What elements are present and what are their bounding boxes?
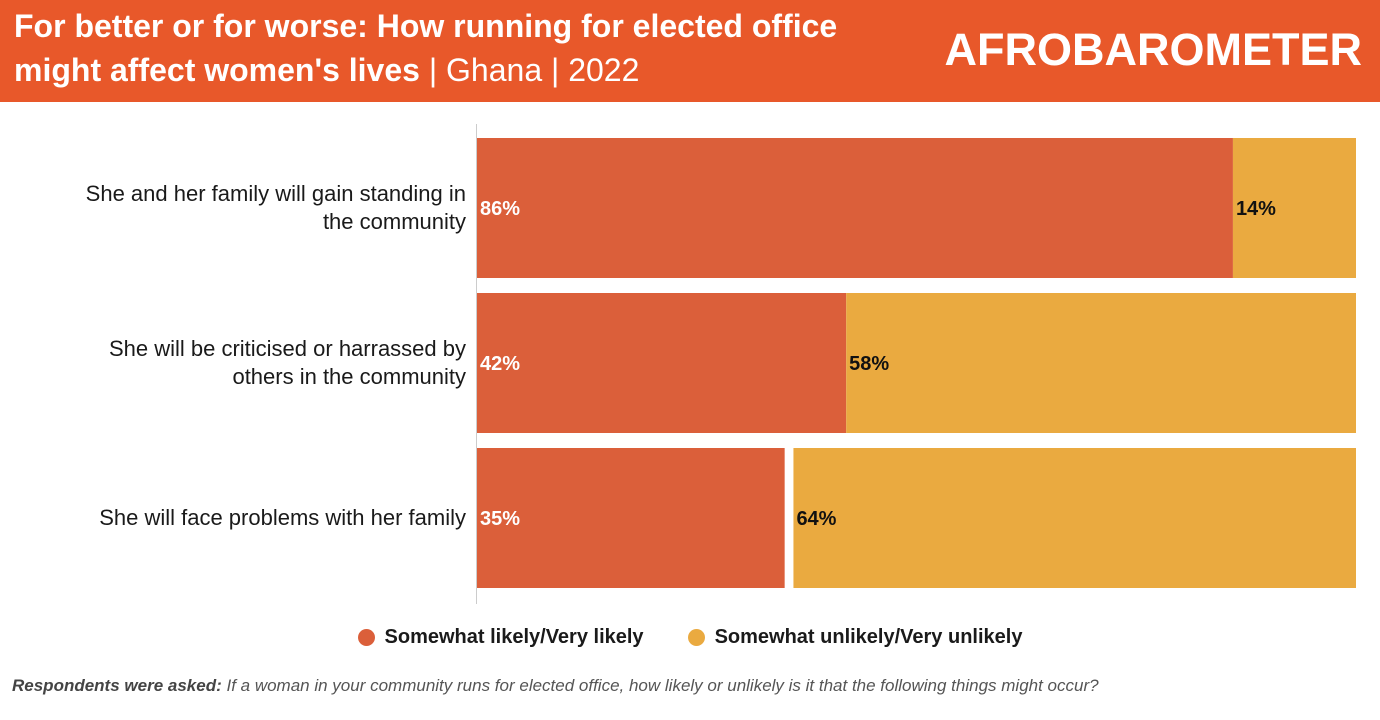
title-main: For better or for worse: How running for… [14,8,838,88]
afrobarometer-logo: AFROBAROMETER [944,24,1362,75]
value-label-likely: 42% [480,353,520,375]
bar-unlikely [846,293,1356,433]
legend-label-likely: Somewhat likely/Very likely [384,626,644,648]
value-label-likely: 35% [480,508,520,530]
footnote: Respondents were asked: If a woman in yo… [12,676,1372,696]
bar-unlikely [1232,138,1356,278]
legend-item-likely: Somewhat likely/Very likely [357,626,644,649]
value-label-unlikely: 58% [849,353,889,375]
footnote-question: If a woman in your community runs for el… [221,676,1099,695]
bar-chart: She and her family will gain standing in… [86,124,1356,604]
legend-swatch-likely [357,629,375,646]
bar-likely [477,293,847,433]
bar-unlikely [793,448,1356,588]
chart-title: For better or for worse: How running for… [14,4,914,92]
footnote-lead: Respondents were asked: [12,676,222,695]
title-subtitle: | Ghana | 2022 [419,52,640,88]
legend-item-unlikely: Somewhat unlikely/Very unlikely [687,626,1023,649]
header-banner: For better or for worse: How running for… [0,0,1380,102]
category-label: She will be criticised or harrassed by ot… [109,336,466,389]
bar-likely [477,138,1233,278]
category-label: She and her family will gain standing in… [86,181,466,234]
legend: Somewhat likely/Very likely Somewhat unl… [0,626,1380,649]
bar-likely [477,448,785,588]
legend-label-unlikely: Somewhat unlikely/Very unlikely [714,626,1023,648]
value-label-likely: 86% [480,198,520,220]
value-label-unlikely: 14% [1236,198,1276,220]
value-label-unlikely: 64% [796,508,836,530]
legend-swatch-unlikely [687,629,705,646]
category-label: She will face problems with her family [99,505,466,530]
